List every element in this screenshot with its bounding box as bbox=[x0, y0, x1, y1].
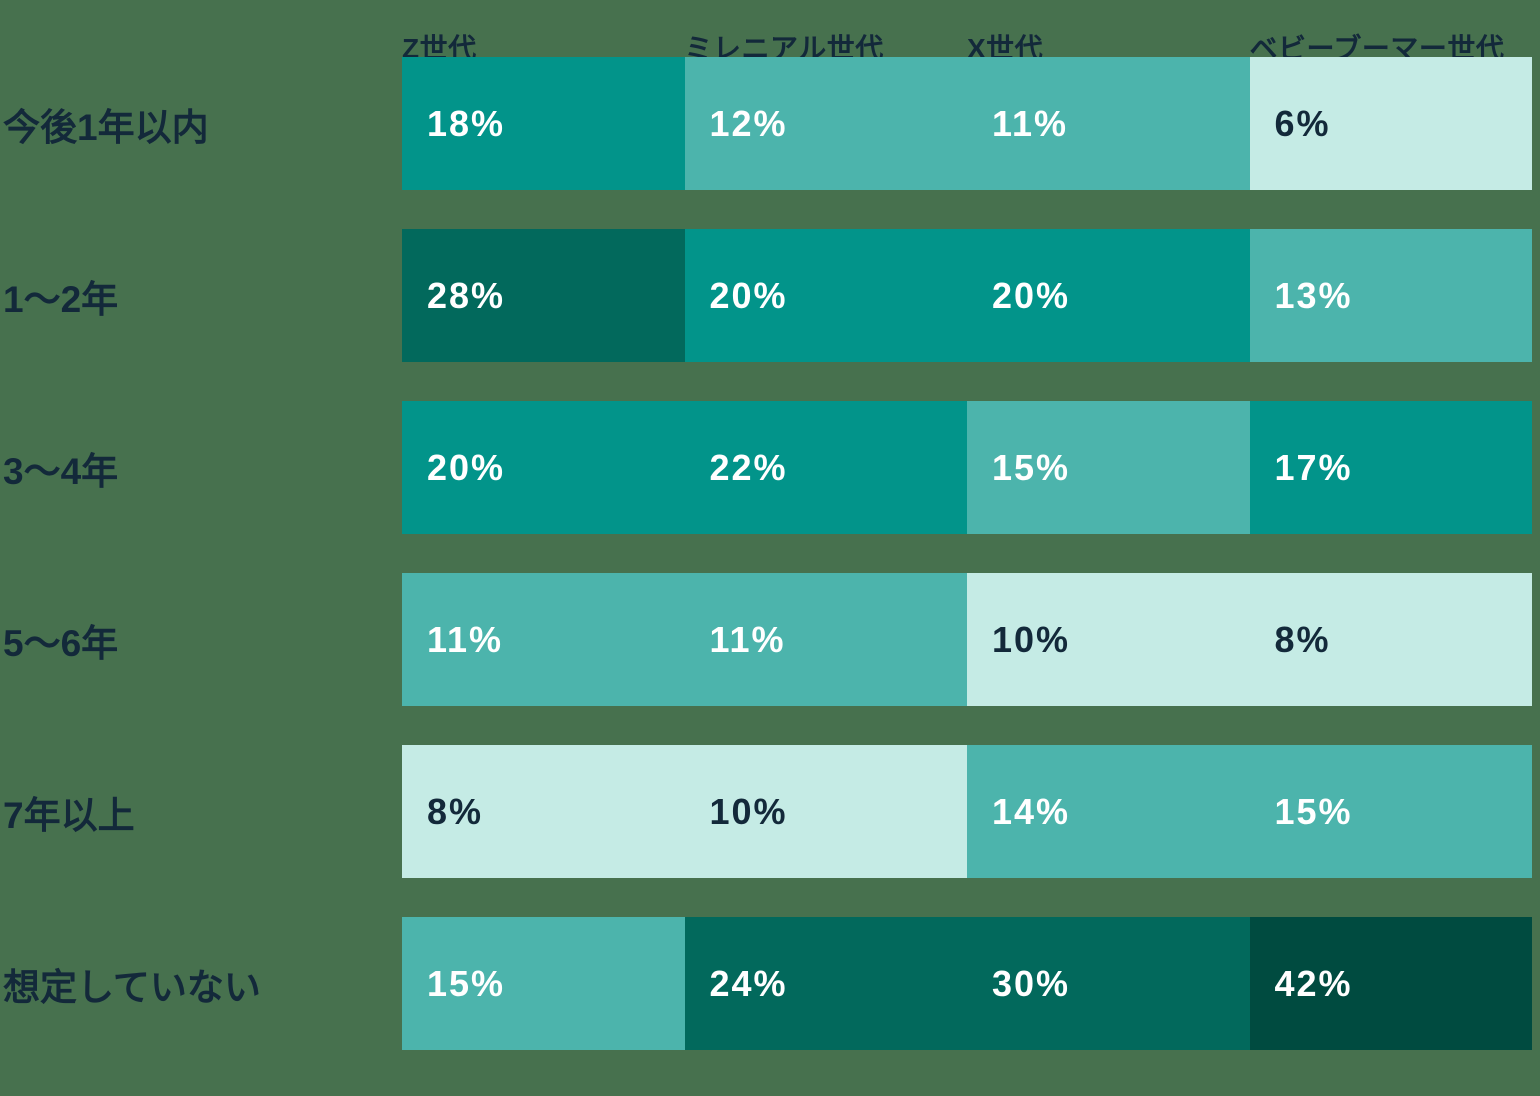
cell-value: 17% bbox=[1274, 446, 1353, 488]
heatmap-cell: 8% bbox=[402, 745, 685, 878]
table-row-1-2-years: 1〜2年 28% 20% 20% 13% bbox=[0, 229, 1532, 362]
heatmap-cell: 17% bbox=[1249, 401, 1532, 534]
cell-value: 13% bbox=[1274, 274, 1353, 316]
table-row-not-expected: 想定していない 15% 24% 30% 42% bbox=[0, 917, 1532, 1050]
table-row-7-plus-years: 7年以上 8% 10% 14% 15% bbox=[0, 745, 1532, 878]
heatmap-cell: 8% bbox=[1249, 573, 1532, 706]
row-label: 1〜2年 bbox=[3, 278, 119, 320]
heatmap-cell: 15% bbox=[967, 401, 1250, 534]
heatmap-cell: 12% bbox=[684, 57, 967, 190]
heatmap-cell: 20% bbox=[402, 401, 685, 534]
row-label: 3〜4年 bbox=[3, 450, 119, 492]
row-label: 5〜6年 bbox=[3, 622, 119, 664]
row-label: 想定していない bbox=[3, 966, 261, 1008]
table-row-3-4-years: 3〜4年 20% 22% 15% 17% bbox=[0, 401, 1532, 534]
row-label: 今後1年以内 bbox=[3, 106, 209, 148]
cell-value: 28% bbox=[427, 274, 506, 316]
generation-timeline-heatmap: Z世代 ミレニアル世代 X世代 ベビーブーマー世代 今後1年以内 18% 12%… bbox=[0, 0, 1532, 1050]
heatmap-cell: 11% bbox=[684, 573, 967, 706]
cell-value: 18% bbox=[427, 102, 506, 144]
heatmap-cell: 15% bbox=[1249, 745, 1532, 878]
heatmap-cell: 11% bbox=[967, 57, 1250, 190]
cell-value: 20% bbox=[992, 274, 1071, 316]
heatmap-cell: 24% bbox=[684, 917, 967, 1050]
cell-value: 11% bbox=[709, 618, 786, 660]
row-label: 7年以上 bbox=[3, 794, 135, 836]
cell-value: 10% bbox=[709, 790, 788, 832]
heatmap-cell: 20% bbox=[967, 229, 1250, 362]
cell-value: 24% bbox=[709, 962, 788, 1004]
heatmap-cell: 15% bbox=[402, 917, 685, 1050]
table-row-5-6-years: 5〜6年 11% 11% 10% 8% bbox=[0, 573, 1532, 706]
cell-value: 11% bbox=[992, 102, 1069, 144]
heatmap-cell: 14% bbox=[967, 745, 1250, 878]
cell-value: 6% bbox=[1274, 102, 1331, 144]
heatmap-cell: 20% bbox=[684, 229, 967, 362]
cell-value: 22% bbox=[709, 446, 788, 488]
heatmap-cell: 18% bbox=[402, 57, 685, 190]
cell-value: 14% bbox=[992, 790, 1071, 832]
cell-value: 15% bbox=[1274, 790, 1353, 832]
cell-value: 10% bbox=[992, 618, 1071, 660]
heatmap-cell: 10% bbox=[967, 573, 1250, 706]
heatmap-cell: 42% bbox=[1249, 917, 1532, 1050]
cell-value: 20% bbox=[427, 446, 506, 488]
heatmap-cell: 10% bbox=[684, 745, 967, 878]
heatmap-cell: 30% bbox=[967, 917, 1250, 1050]
heatmap-cell: 6% bbox=[1249, 57, 1532, 190]
cell-value: 8% bbox=[427, 790, 484, 832]
cell-value: 30% bbox=[992, 962, 1071, 1004]
cell-value: 15% bbox=[992, 446, 1071, 488]
cell-value: 11% bbox=[427, 618, 504, 660]
cell-value: 8% bbox=[1274, 618, 1331, 660]
column-header-row: Z世代 ミレニアル世代 X世代 ベビーブーマー世代 bbox=[0, 0, 1532, 64]
heatmap-cell: 22% bbox=[684, 401, 967, 534]
table-row-within-1-year: 今後1年以内 18% 12% 11% 6% bbox=[0, 57, 1532, 190]
heatmap-cell: 13% bbox=[1249, 229, 1532, 362]
heatmap-cell: 11% bbox=[402, 573, 685, 706]
heatmap-cell: 28% bbox=[402, 229, 685, 362]
cell-value: 42% bbox=[1274, 962, 1353, 1004]
cell-value: 12% bbox=[709, 102, 788, 144]
cell-value: 20% bbox=[709, 274, 788, 316]
cell-value: 15% bbox=[427, 962, 506, 1004]
